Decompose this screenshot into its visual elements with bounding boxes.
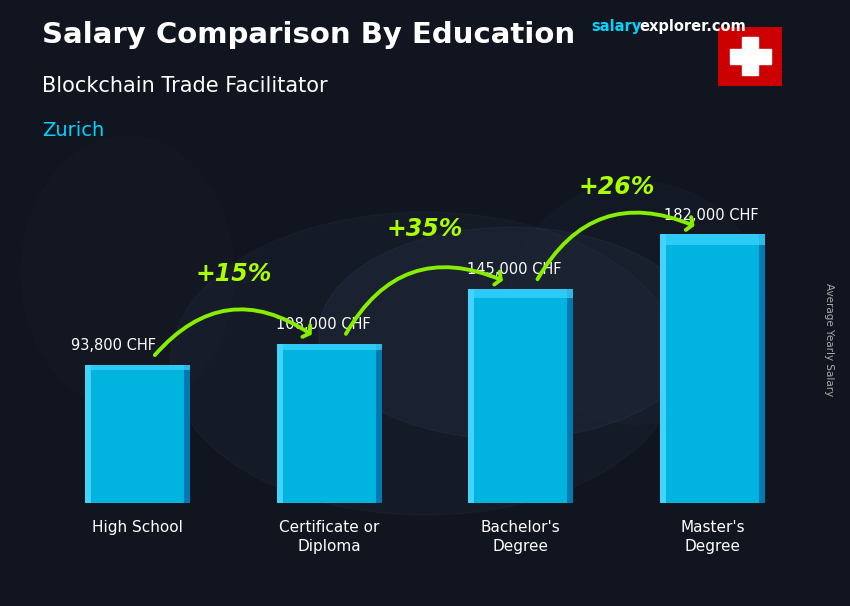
Text: +35%: +35% bbox=[387, 216, 463, 241]
Ellipse shape bbox=[21, 136, 234, 409]
Bar bbox=[184, 365, 190, 503]
Text: 93,800 CHF: 93,800 CHF bbox=[71, 338, 156, 353]
Bar bbox=[468, 289, 474, 503]
Bar bbox=[567, 289, 574, 503]
Bar bbox=[729, 48, 770, 64]
Text: Salary Comparison By Education: Salary Comparison By Education bbox=[42, 21, 575, 49]
Text: +15%: +15% bbox=[196, 262, 272, 286]
Ellipse shape bbox=[319, 227, 701, 439]
Text: Average Yearly Salary: Average Yearly Salary bbox=[824, 283, 834, 396]
Bar bbox=[85, 365, 190, 503]
Ellipse shape bbox=[170, 212, 680, 515]
Bar bbox=[660, 235, 765, 245]
Text: 182,000 CHF: 182,000 CHF bbox=[665, 208, 759, 222]
Bar bbox=[376, 344, 382, 503]
Ellipse shape bbox=[510, 182, 765, 424]
Text: 145,000 CHF: 145,000 CHF bbox=[468, 262, 562, 277]
Text: 108,000 CHF: 108,000 CHF bbox=[275, 317, 371, 332]
Bar bbox=[85, 365, 91, 503]
Bar bbox=[759, 235, 765, 503]
Bar bbox=[742, 38, 758, 75]
Bar bbox=[276, 344, 283, 503]
Text: Zurich: Zurich bbox=[42, 121, 105, 140]
Bar bbox=[276, 344, 382, 503]
Text: +26%: +26% bbox=[578, 175, 654, 199]
Text: explorer.com: explorer.com bbox=[639, 19, 746, 35]
Text: salary: salary bbox=[591, 19, 641, 35]
Bar bbox=[468, 289, 574, 503]
Bar bbox=[276, 344, 382, 350]
Text: Blockchain Trade Facilitator: Blockchain Trade Facilitator bbox=[42, 76, 328, 96]
Bar bbox=[660, 235, 765, 503]
Bar bbox=[85, 365, 190, 370]
Bar bbox=[468, 289, 574, 298]
Bar bbox=[660, 235, 666, 503]
